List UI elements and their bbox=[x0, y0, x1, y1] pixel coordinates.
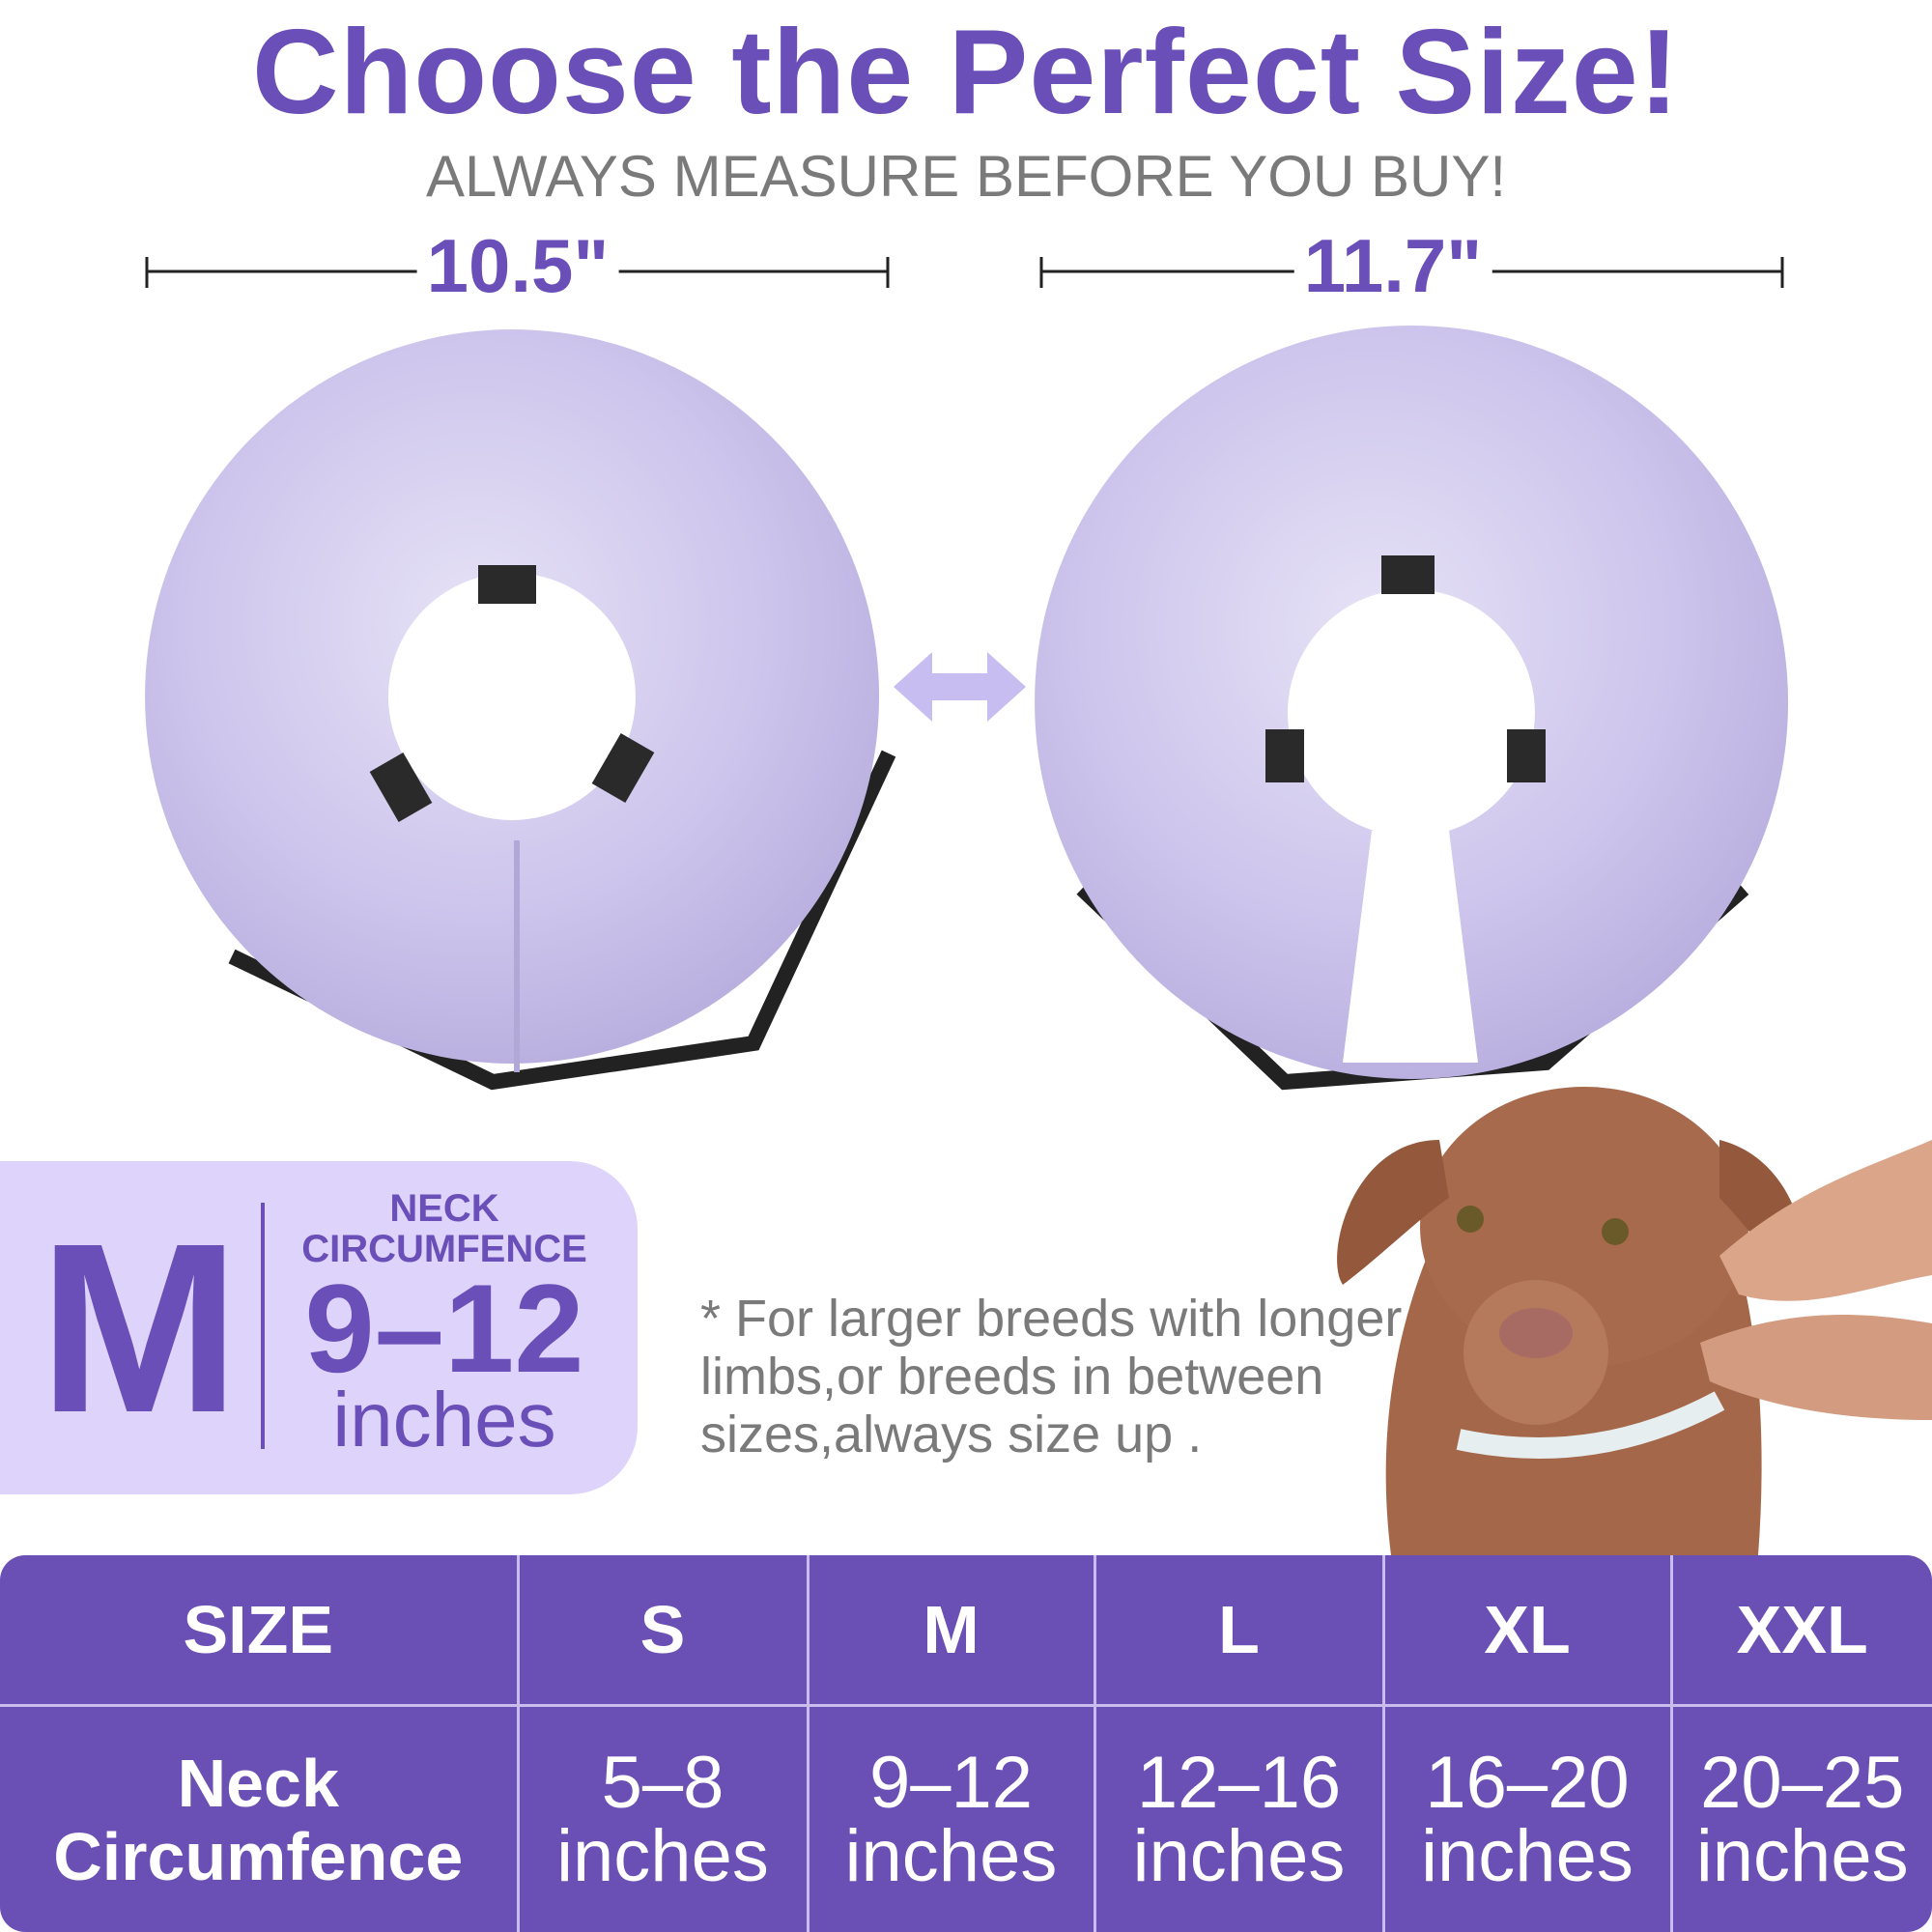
table-cell: 9–12 inches bbox=[806, 1704, 1096, 1932]
table-cell: M bbox=[806, 1555, 1096, 1707]
table-row: Neck Circumfence 5–8 inches 9–12 inches 12–… bbox=[0, 1704, 1932, 1932]
table-cell: 20–25 inches bbox=[1669, 1704, 1932, 1932]
table-cell: 5–8 inches bbox=[516, 1704, 810, 1932]
table-cell: S bbox=[516, 1555, 810, 1707]
table-cell: XL bbox=[1381, 1555, 1673, 1707]
badge-size: M bbox=[39, 1193, 241, 1463]
dog-photo bbox=[1337, 1087, 1932, 1555]
table-row: SIZE S M L XL XXL bbox=[0, 1555, 1932, 1707]
size-table: SIZE S M L XL XXL Neck Circumfence 5–8 inches 9–… bbox=[0, 1555, 1932, 1932]
table-cell: Neck Circumfence bbox=[0, 1704, 520, 1932]
title: Choose the Perfect Size! bbox=[252, 6, 1680, 139]
measurement: 11.7" bbox=[1293, 227, 1492, 304]
measurement: 10.5" bbox=[416, 227, 619, 304]
table-cell: XXL bbox=[1669, 1555, 1932, 1707]
collar-large bbox=[1035, 326, 1789, 1091]
subtitle: ALWAYS MEASURE BEFORE YOU BUY! bbox=[425, 144, 1507, 209]
table-cell: 12–16 inches bbox=[1093, 1704, 1385, 1932]
table-cell: 16–20 inches bbox=[1381, 1704, 1673, 1932]
size-badge bbox=[0, 1161, 638, 1494]
badge-divider bbox=[261, 1203, 265, 1449]
badge-label: NECK CIRCUMFENCE bbox=[301, 1187, 587, 1270]
double-arrow bbox=[894, 652, 1026, 722]
note: * For larger breeds with longer limbs,or… bbox=[700, 1290, 1403, 1463]
table-cell: L bbox=[1093, 1555, 1385, 1707]
badge-unit: inches bbox=[332, 1377, 556, 1463]
measure-lines bbox=[145, 257, 1784, 288]
collar-small bbox=[145, 329, 896, 1091]
table-cell: SIZE bbox=[0, 1555, 520, 1707]
badge-range: 9–12 bbox=[304, 1258, 584, 1399]
